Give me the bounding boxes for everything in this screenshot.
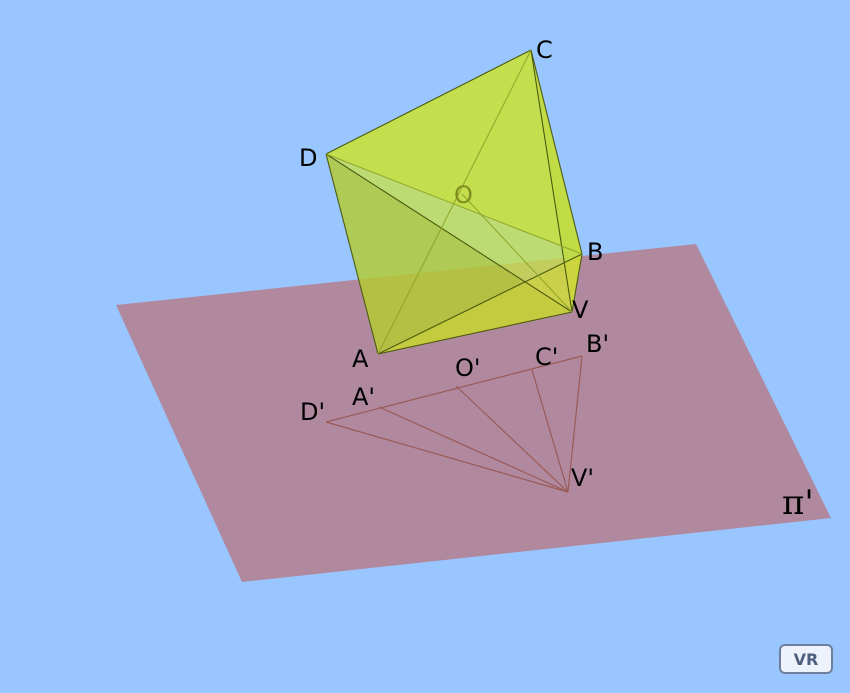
plane-pi	[116, 244, 831, 582]
proj-line-c-v	[531, 369, 569, 493]
label-o: O	[454, 181, 473, 209]
label-v: V	[572, 296, 589, 324]
label-a-proj: A'	[352, 383, 375, 411]
label-d: D	[299, 144, 317, 172]
label-a: A	[352, 345, 369, 373]
label-v-proj: V'	[571, 464, 594, 492]
solid-diagonals	[325, 49, 583, 355]
label-b: B	[587, 238, 603, 266]
proj-line-d-v	[325, 421, 569, 493]
label-c-proj: C'	[535, 343, 558, 371]
vr-button[interactable]: VR	[779, 644, 833, 674]
proj-line-a-v	[378, 406, 569, 493]
label-o-proj: O'	[455, 354, 481, 382]
proj-line-o-v	[455, 385, 569, 493]
label-b-proj: B'	[586, 330, 609, 358]
label-d-proj: D'	[300, 398, 325, 426]
label-plane: π'	[782, 483, 814, 523]
solid-edges	[325, 49, 583, 355]
proj-line-b-v	[567, 355, 583, 493]
label-c: C	[536, 36, 553, 64]
proj-line-d-b	[325, 355, 583, 423]
projection-lines	[325, 355, 583, 493]
